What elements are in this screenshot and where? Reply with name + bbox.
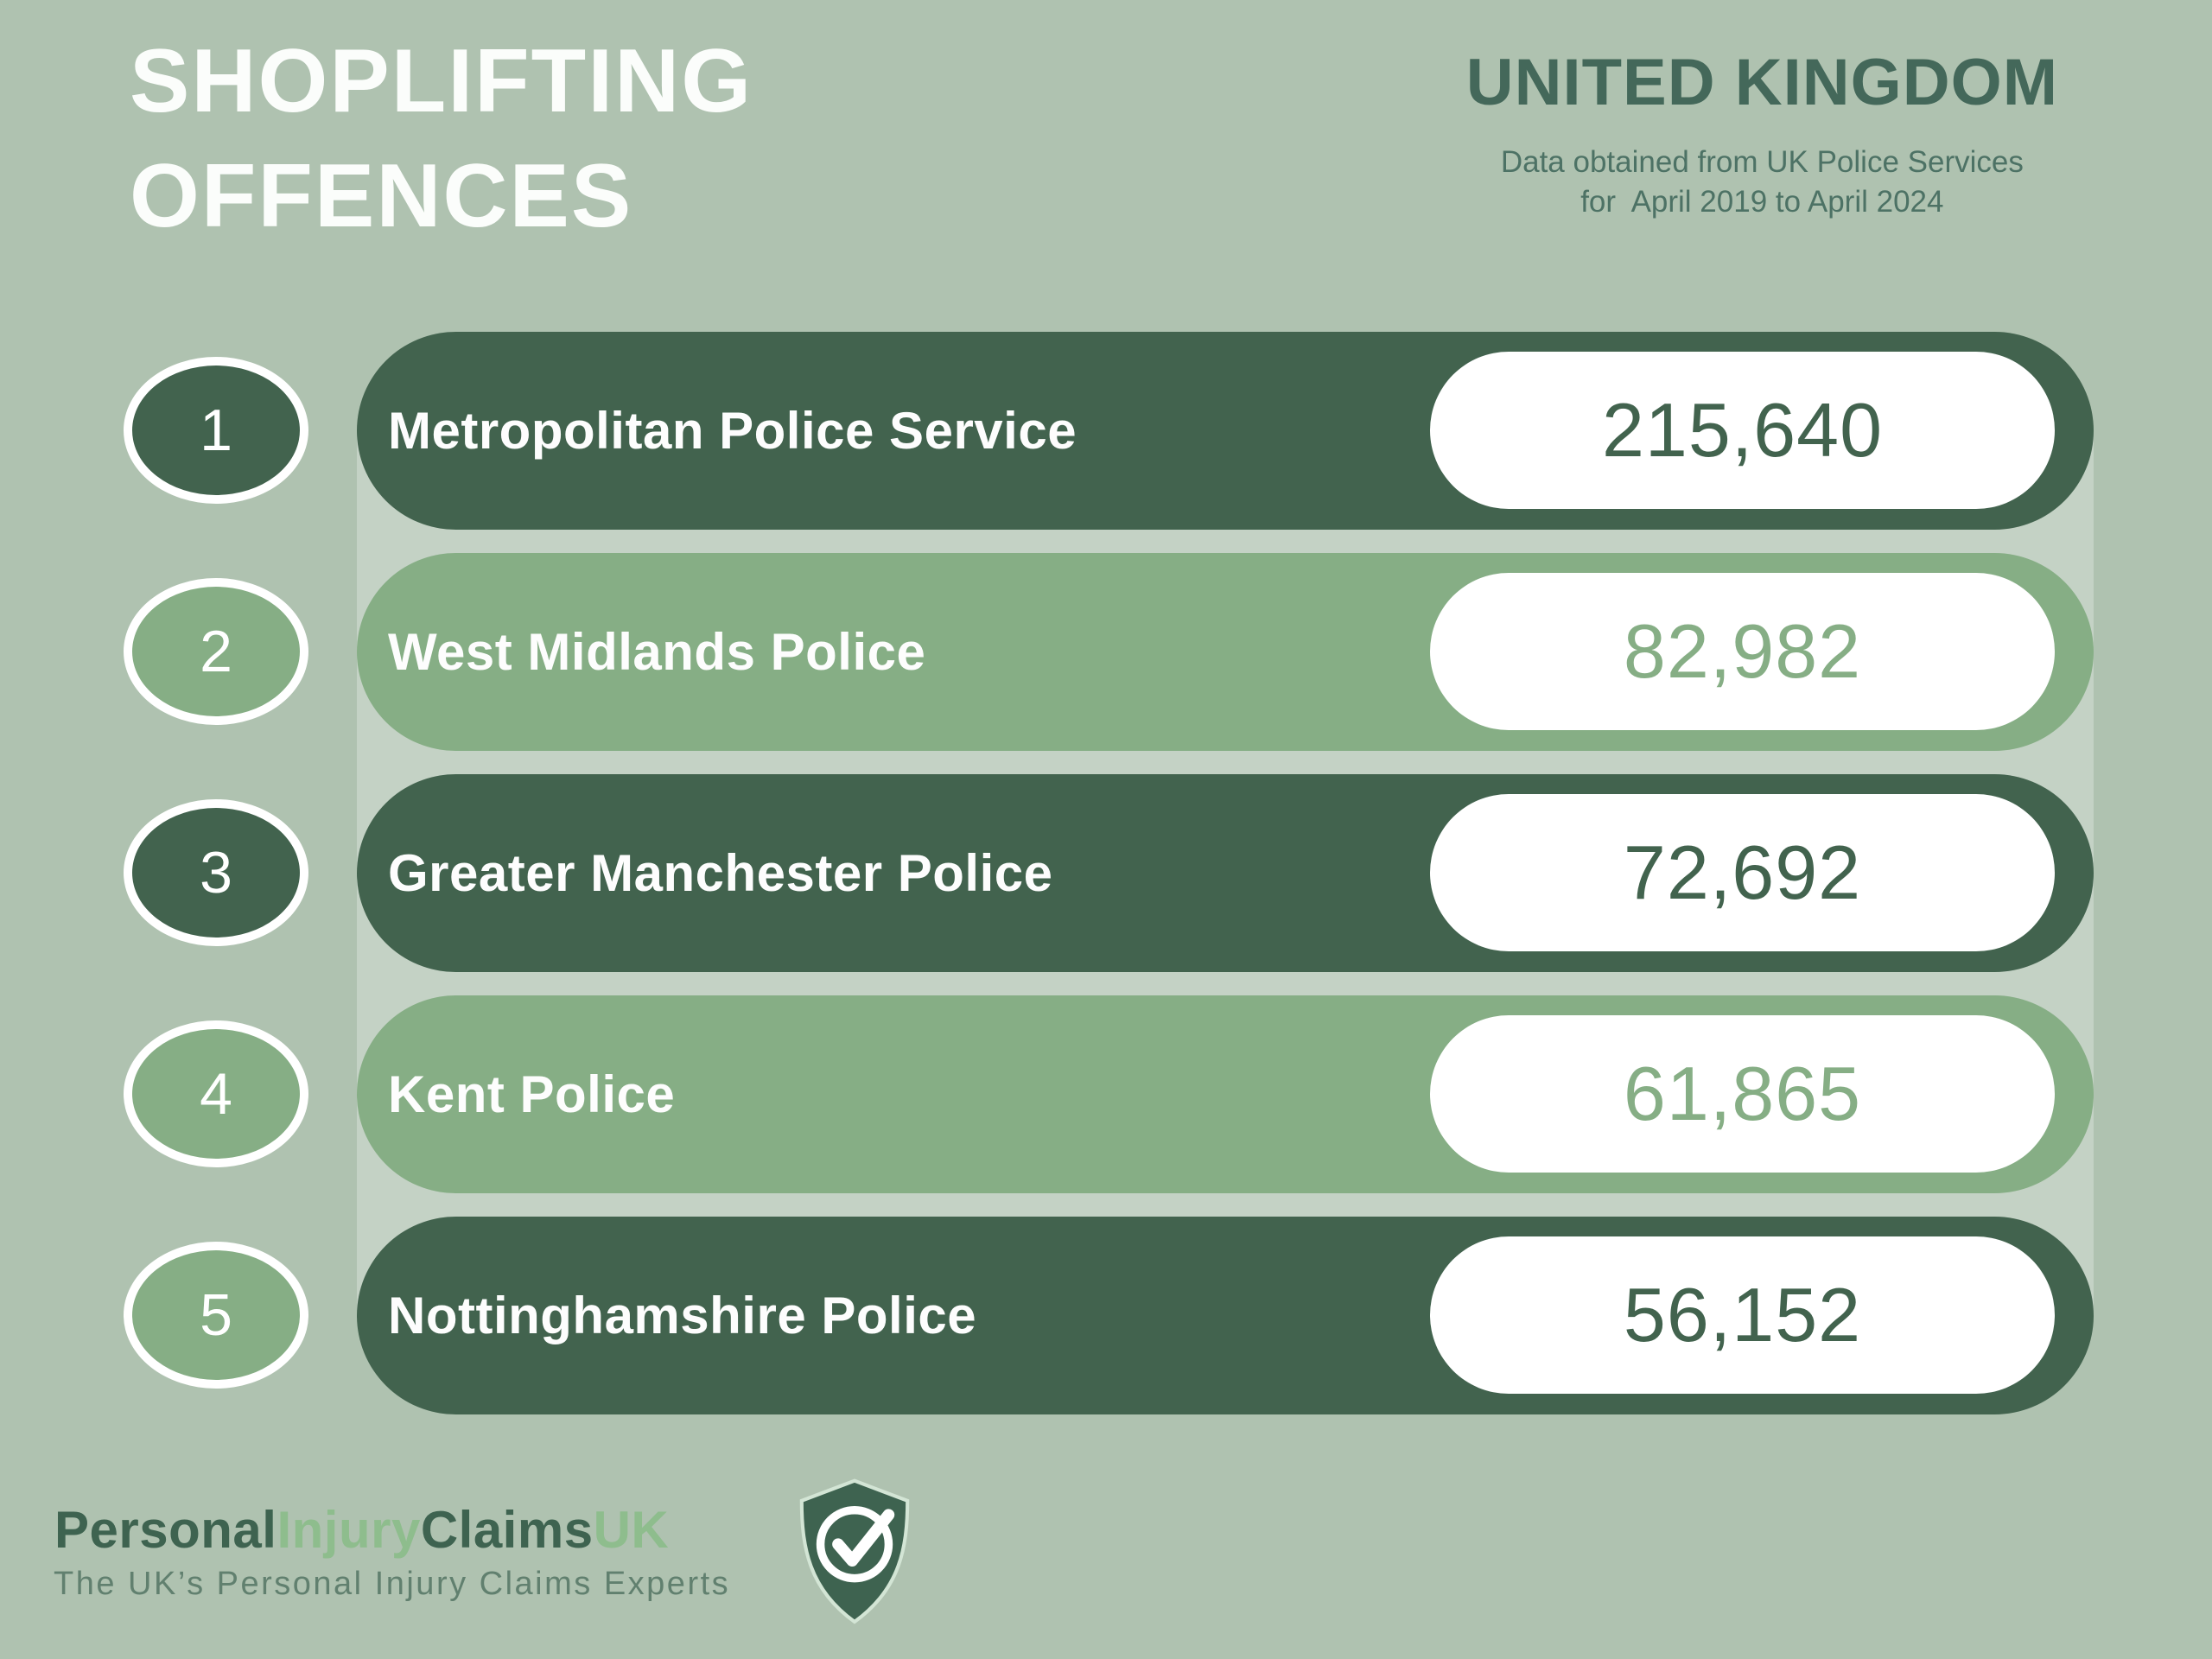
offence-count: 61,865 <box>1623 1051 1862 1136</box>
rank-number: 5 <box>200 1282 232 1348</box>
brand-segment: Injury <box>276 1501 421 1559</box>
region-title: UNITED KINGDOM <box>1465 46 2058 119</box>
shield-check-icon <box>799 1478 910 1624</box>
rank-row: 1 Metropolitan Police Service 215,640 <box>0 332 2212 530</box>
brand-segment: Personal <box>54 1501 277 1559</box>
rank-bar: Nottinghamshire Police 56,152 <box>357 1217 2094 1414</box>
value-pill: 215,640 <box>1430 352 2055 509</box>
police-force-label: Kent Police <box>388 1065 676 1123</box>
page-title-line2: OFFENCES <box>130 146 633 247</box>
brand-segment: Claims <box>420 1501 594 1559</box>
rank-bar: Greater Manchester Police 72,692 <box>357 774 2094 972</box>
rank-number: 1 <box>200 397 232 463</box>
data-source-note-line2: for April 2019 to April 2024 <box>1580 184 1944 219</box>
police-force-label: Greater Manchester Police <box>388 844 1053 902</box>
rank-bar: Metropolitan Police Service 215,640 <box>357 332 2094 530</box>
offence-count: 72,692 <box>1623 830 1862 915</box>
offence-count: 82,982 <box>1623 608 1862 694</box>
police-force-label: Nottinghamshire Police <box>388 1287 977 1344</box>
offence-count: 215,640 <box>1601 387 1884 473</box>
rank-row: 2 West Midlands Police 82,982 <box>0 553 2212 751</box>
rank-bar: West Midlands Police 82,982 <box>357 553 2094 751</box>
rank-badge: 1 <box>124 357 308 504</box>
data-source-note: Data obtained from UK Police Services for… <box>1501 143 2024 221</box>
brand-logo-text: PersonalInjuryClaimsUK <box>54 1500 669 1560</box>
offence-count: 56,152 <box>1623 1272 1862 1357</box>
rank-number: 2 <box>200 619 232 684</box>
value-pill: 82,982 <box>1430 573 2055 730</box>
value-pill: 72,692 <box>1430 794 2055 951</box>
rank-number: 4 <box>200 1061 232 1127</box>
brand-segment: UK <box>593 1501 670 1559</box>
rank-badge: 5 <box>124 1242 308 1389</box>
rank-badge: 2 <box>124 578 308 725</box>
value-pill: 56,152 <box>1430 1236 2055 1394</box>
page-title-line1: SHOPLIFTING <box>130 31 753 131</box>
header-right: UNITED KINGDOM Data obtained from UK Pol… <box>1466 45 2058 221</box>
rank-row: 5 Nottinghamshire Police 56,152 <box>0 1217 2212 1414</box>
data-source-note-line1: Data obtained from UK Police Services <box>1500 145 2024 179</box>
police-force-label: West Midlands Police <box>388 623 926 681</box>
rank-badge: 3 <box>124 799 308 946</box>
rank-badge: 4 <box>124 1020 308 1167</box>
rank-row: 3 Greater Manchester Police 72,692 <box>0 774 2212 972</box>
police-force-label: Metropolitan Police Service <box>388 402 1077 460</box>
value-pill: 61,865 <box>1430 1015 2055 1173</box>
page-title: SHOPLIFTING OFFENCES <box>130 24 753 254</box>
brand-tagline: The UK’s Personal Injury Claims Experts <box>54 1566 731 1602</box>
rank-row: 4 Kent Police 61,865 <box>0 995 2212 1193</box>
rank-number: 3 <box>200 840 232 906</box>
rank-bar: Kent Police 61,865 <box>357 995 2094 1193</box>
